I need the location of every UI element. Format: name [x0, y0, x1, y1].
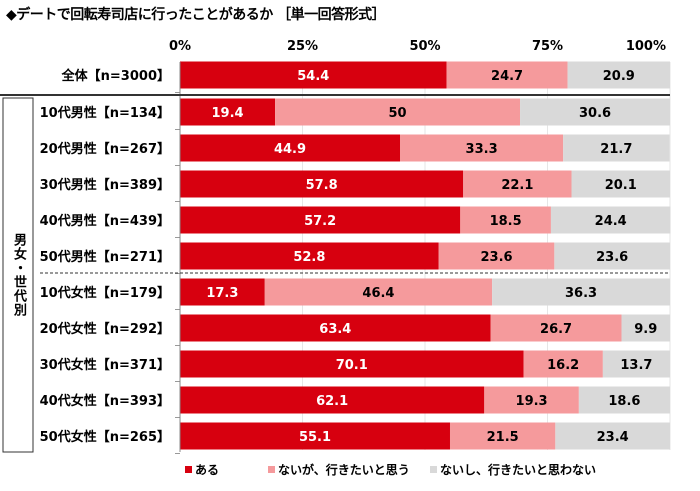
bar-segment: [180, 170, 464, 198]
bar-segment: [180, 134, 401, 162]
data-label: 19.3: [516, 394, 548, 409]
data-label: 63.4: [319, 322, 351, 337]
x-tick-label: 50%: [409, 39, 440, 54]
group-label-box: [2, 97, 34, 453]
category-label: 10代男性【n=134】: [40, 105, 170, 121]
data-label: 21.5: [487, 430, 519, 445]
bar-segment: [490, 314, 622, 342]
legend-swatch: [430, 466, 437, 473]
bar-segment: [484, 386, 579, 414]
group-label: 男女・世代別: [11, 233, 26, 317]
category-label: 30代男性【n=389】: [40, 177, 170, 193]
legend-label: ないし、行きたいと思わない: [440, 462, 596, 477]
bar-segment: [180, 278, 265, 306]
category-label: 10代女性【n=179】: [40, 285, 170, 301]
data-label: 30.6: [579, 106, 611, 121]
category-label: 40代男性【n=439】: [40, 213, 170, 229]
x-tick-label: 75%: [532, 39, 563, 54]
bar-segment: [180, 98, 276, 126]
legend-label: ある: [195, 463, 219, 477]
data-label: 19.4: [211, 106, 243, 121]
data-label: 23.6: [596, 250, 628, 265]
legend-label: ないが、行きたいと思う: [278, 462, 410, 477]
bar-segment: [180, 314, 491, 342]
category-label: 50代男性【n=271】: [40, 249, 170, 265]
legend-swatch: [185, 466, 192, 473]
data-label: 17.3: [206, 286, 238, 301]
bar-segment: [180, 386, 485, 414]
bar-segment: [180, 61, 447, 89]
bar-segment: [578, 386, 670, 414]
data-label: 24.4: [595, 214, 627, 229]
bar-segment: [449, 422, 556, 450]
bar-segment: [180, 350, 524, 378]
bar-segment: [554, 242, 670, 270]
data-label: 20.9: [603, 69, 635, 84]
legend-swatch: [268, 466, 275, 473]
bar-segment: [523, 350, 603, 378]
bar-segment: [180, 422, 450, 450]
bar-segment: [400, 134, 564, 162]
data-label: 33.3: [466, 142, 498, 157]
data-label: 22.1: [501, 178, 533, 193]
bar-segment: [520, 98, 670, 126]
data-label: 9.9: [634, 322, 657, 337]
bar-segment: [446, 61, 568, 89]
bar-segment: [621, 314, 670, 342]
x-tick-label: 0%: [169, 39, 191, 54]
data-label: 52.8: [293, 250, 325, 265]
bar-segment: [567, 61, 670, 89]
data-label: 36.3: [565, 286, 597, 301]
data-label: 16.2: [547, 358, 579, 373]
data-label: 44.9: [274, 142, 306, 157]
data-label: 13.7: [620, 358, 652, 373]
bar-segment: [571, 170, 670, 198]
bar-segment: [563, 134, 670, 162]
data-label: 26.7: [540, 322, 572, 337]
data-label: 20.1: [605, 178, 637, 193]
bar-segment: [180, 242, 439, 270]
data-label: 55.1: [299, 430, 331, 445]
data-label: 57.2: [304, 214, 336, 229]
data-label: 23.4: [597, 430, 629, 445]
data-label: 23.6: [481, 250, 513, 265]
bar-segment: [438, 242, 555, 270]
data-label: 18.6: [608, 394, 640, 409]
data-label: 21.7: [600, 142, 632, 157]
data-label: 57.8: [306, 178, 338, 193]
bar-segment: [275, 98, 521, 126]
category-label: 全体【n=3000】: [61, 68, 170, 84]
data-label: 62.1: [316, 394, 348, 409]
category-label: 40代女性【n=393】: [40, 393, 170, 409]
group-label-container: 男女・世代別: [3, 98, 34, 452]
data-label: 50: [389, 106, 407, 121]
x-tick-label: 25%: [287, 39, 318, 54]
x-tick-label: 100%: [626, 39, 666, 54]
category-label: 50代女性【n=265】: [40, 429, 170, 445]
category-label: 20代女性【n=292】: [40, 321, 170, 337]
data-label: 54.4: [297, 69, 329, 84]
data-label: 18.5: [490, 214, 522, 229]
data-label: 70.1: [336, 358, 368, 373]
bar-segment: [463, 170, 572, 198]
data-label: 24.7: [491, 69, 523, 84]
bar-segment: [492, 278, 670, 306]
chart-title: ◆デートで回転寿司店に行ったことがあるか ［単一回答形式］: [6, 7, 386, 23]
bar-segment: [602, 350, 670, 378]
category-label: 30代女性【n=371】: [40, 357, 170, 373]
bar-segment: [460, 206, 551, 234]
bar-segment: [550, 206, 671, 234]
category-label: 20代男性【n=267】: [40, 141, 170, 157]
bar-segment: [555, 422, 670, 450]
data-label: 46.4: [362, 286, 394, 301]
bar-segment: [180, 206, 461, 234]
bar-segment: [264, 278, 493, 306]
